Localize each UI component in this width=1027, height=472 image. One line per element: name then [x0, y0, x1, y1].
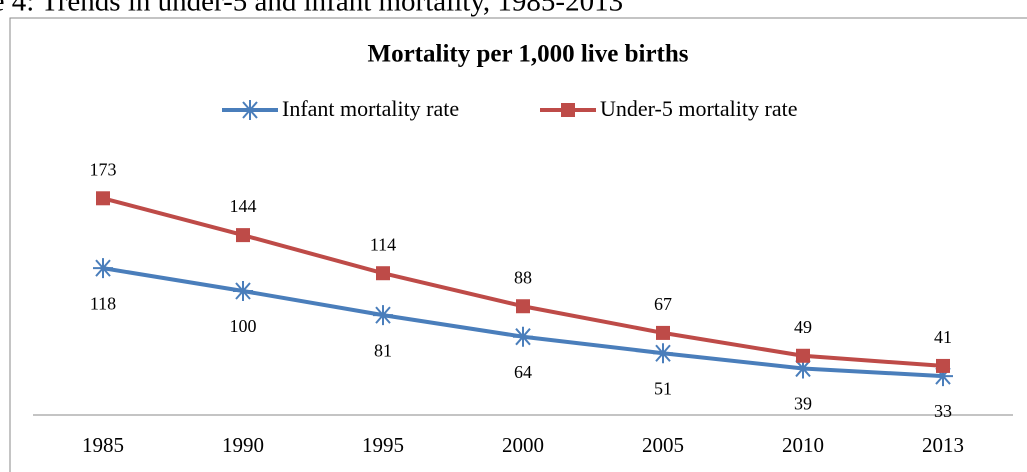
data-point — [233, 281, 253, 301]
data-label: 114 — [370, 234, 396, 254]
legend-marker — [561, 103, 575, 117]
x-tick-label: 1990 — [222, 433, 264, 457]
x-tick-label: 1995 — [362, 433, 404, 457]
data-point — [656, 325, 670, 340]
data-point — [653, 343, 673, 364]
data-label: 144 — [230, 196, 257, 216]
data-point — [236, 228, 250, 243]
legend-marker — [240, 100, 260, 120]
data-label: 39 — [794, 394, 812, 414]
x-tick-label: 2005 — [642, 433, 684, 457]
data-point — [933, 366, 953, 387]
x-tick-label: 1985 — [82, 433, 124, 457]
legend-label: Infant mortality rate — [282, 96, 459, 121]
data-point — [516, 299, 530, 314]
x-tick-label: 2013 — [922, 433, 964, 457]
data-label: 118 — [90, 293, 116, 313]
data-label: 173 — [90, 159, 117, 179]
chart-border — [9, 17, 1027, 472]
data-label: 51 — [654, 378, 672, 398]
chart-title: Mortality per 1,000 live births — [367, 41, 688, 68]
data-label: 41 — [934, 327, 952, 347]
data-point — [513, 326, 533, 347]
data-label: 81 — [374, 340, 392, 360]
data-label: 64 — [514, 362, 532, 382]
data-point — [936, 358, 950, 373]
data-point — [93, 258, 113, 279]
legend-label: Under-5 mortality rate — [600, 96, 797, 121]
data-label: 49 — [794, 317, 812, 337]
data-label: 67 — [654, 294, 672, 314]
data-label: 33 — [934, 401, 952, 421]
data-point — [376, 266, 390, 281]
data-point — [796, 348, 810, 363]
data-point — [373, 305, 393, 326]
data-point — [96, 191, 110, 206]
data-label: 88 — [514, 267, 532, 287]
caption: re 4: Trends in under-5 and infant morta… — [0, 0, 623, 18]
data-point — [793, 358, 813, 379]
x-tick-label: 2010 — [782, 433, 824, 457]
x-tick-label: 2000 — [502, 433, 544, 457]
data-label: 100 — [230, 316, 257, 336]
